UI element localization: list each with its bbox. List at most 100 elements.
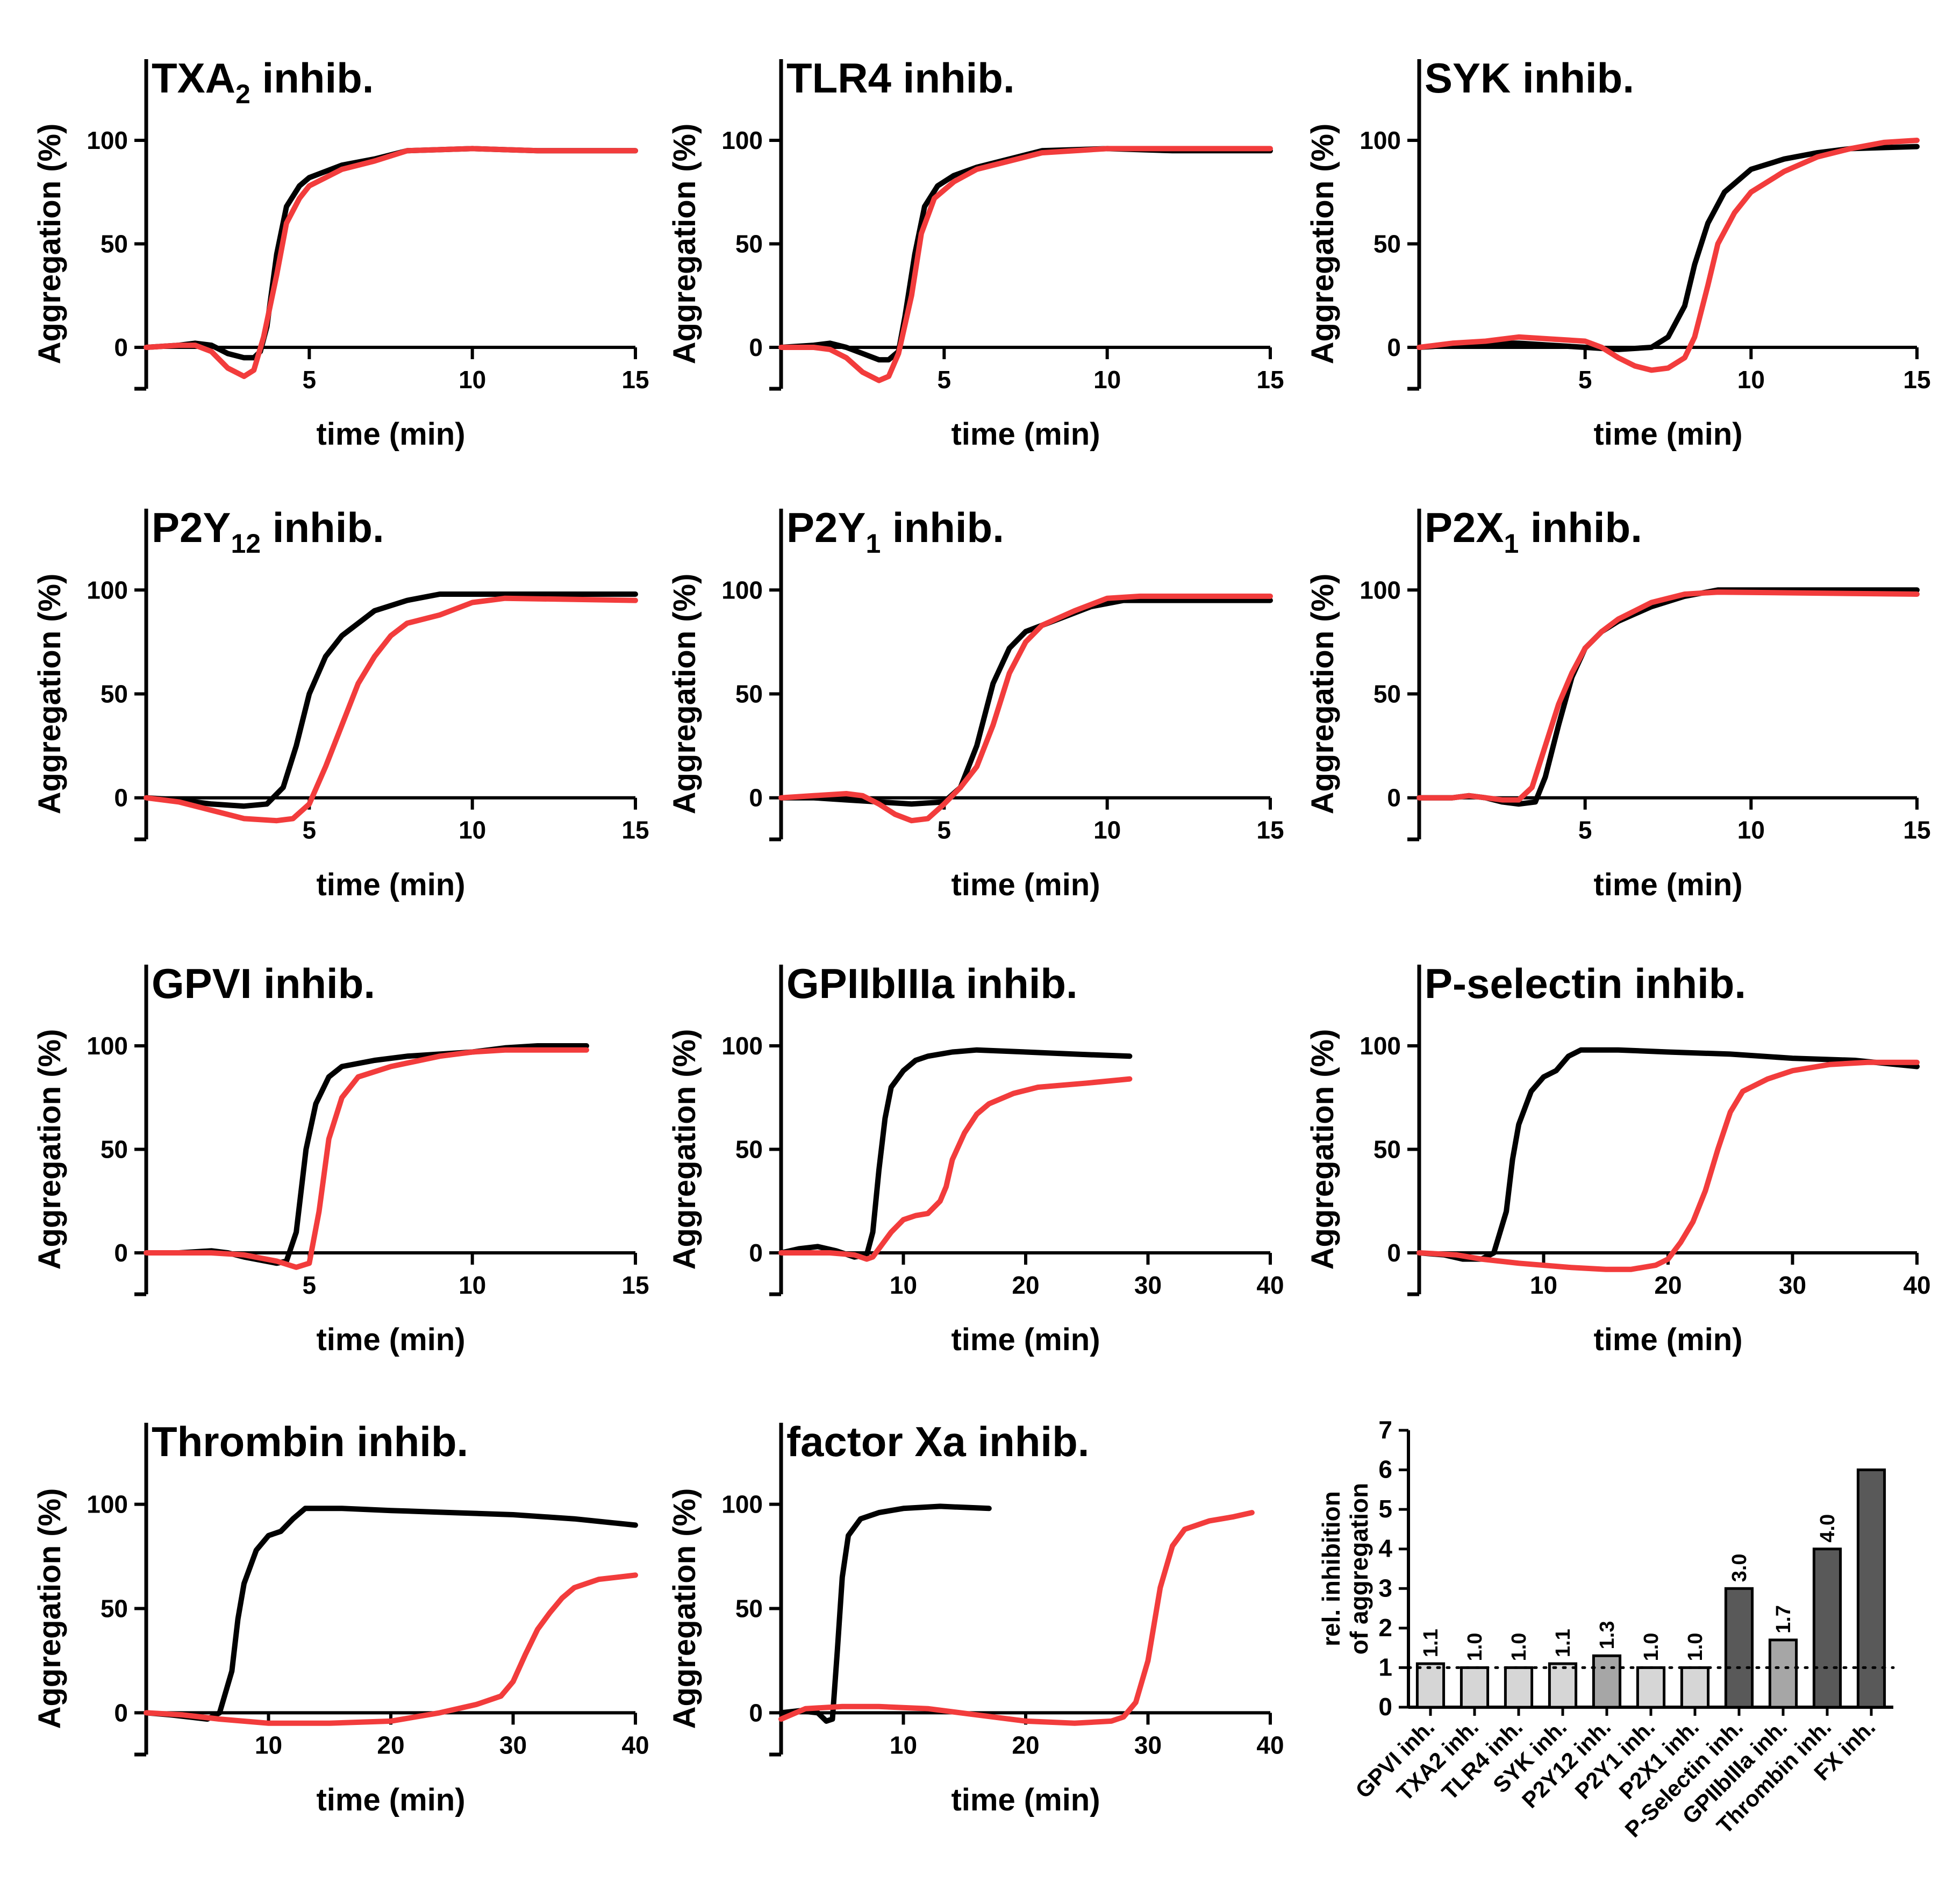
- x-tick-label: 10: [459, 816, 486, 844]
- panel-title-main: P2Y: [152, 504, 231, 551]
- line-chart-2: 0 50 100 5 10 15 TLR4 inhib. time (min) Aggregat…: [667, 54, 1284, 452]
- y-axis-title: Aggregation (%): [32, 1029, 67, 1270]
- line-chart-3: 0 50 100 5 10 15 SYK inhib. time (min) Aggregati…: [1305, 54, 1931, 452]
- x-axis-title: time (min): [951, 1782, 1100, 1817]
- bar-y-tick-label: 6: [1378, 1456, 1392, 1484]
- series-control: [778, 146, 1273, 363]
- y-tick-label: 0: [1387, 333, 1401, 361]
- y-tick-label: 0: [114, 1239, 128, 1267]
- y-tick-label: 0: [114, 1699, 128, 1727]
- y-axis-title: Aggregation (%): [667, 1488, 702, 1729]
- panel-title-main: TXA: [152, 54, 235, 102]
- bar: [1724, 1587, 1754, 1709]
- y-tick-label: 100: [721, 126, 763, 154]
- panel-title-subscript: 12: [231, 529, 261, 559]
- line-chart-11: 0 50 100 10 20 30 40 factor Xa inhib. time (min)…: [667, 1418, 1284, 1817]
- x-tick-label: 5: [1578, 366, 1592, 394]
- x-tick-label: 20: [1012, 1271, 1039, 1299]
- x-tick-label: 10: [459, 366, 486, 394]
- line-chart-8: 0 50 100 10 20 30 40 GPIIbIIIa inhib. time (min)…: [667, 960, 1284, 1357]
- y-tick-label: 100: [1360, 576, 1401, 604]
- panel-title: TXA2 inhib.: [152, 54, 374, 109]
- series-inhibitor: [778, 593, 1273, 824]
- series-inhibitor: [1416, 589, 1920, 803]
- x-tick-label: 15: [621, 366, 649, 394]
- series-control: [1416, 144, 1920, 352]
- bar-value-label: 4.0: [1816, 1514, 1839, 1543]
- panel-title: P-selectin inhib.: [1425, 960, 1746, 1007]
- bar-y-tick-label: 7: [1378, 1416, 1392, 1444]
- panel-title-subscript: 1: [865, 529, 881, 559]
- x-tick-label: 10: [890, 1271, 917, 1299]
- panel-title-main: SYK inhib.: [1425, 54, 1634, 102]
- series-control: [144, 591, 638, 809]
- x-tick-label: 40: [1256, 1731, 1284, 1759]
- bar-value-label: 1.0: [1508, 1633, 1530, 1661]
- y-tick-label: 100: [721, 1032, 763, 1060]
- line-chart-1: 0 50 100 5 10 15 TXA2 inhib. time (min) Aggregat…: [32, 54, 649, 452]
- x-axis-title: time (min): [1593, 417, 1742, 452]
- x-axis-title: time (min): [316, 1782, 465, 1817]
- y-tick-label: 0: [1387, 784, 1401, 812]
- x-axis-title: time (min): [1593, 867, 1742, 902]
- x-tick-label: 20: [1012, 1731, 1039, 1759]
- panel-title-main: GPIIbIIIa inhib.: [786, 960, 1078, 1007]
- series-control: [144, 1506, 638, 1722]
- x-tick-label: 10: [1530, 1271, 1557, 1299]
- y-tick-label: 0: [749, 333, 763, 361]
- bar: [1768, 1638, 1798, 1709]
- y-tick-label: 50: [1373, 1136, 1401, 1164]
- y-tick-label: 0: [749, 1699, 763, 1727]
- y-tick-label: 50: [1373, 680, 1401, 708]
- y-axis-title: Aggregation (%): [667, 124, 702, 365]
- x-tick-label: 30: [1134, 1271, 1162, 1299]
- x-tick-label: 5: [303, 816, 317, 844]
- x-tick-label: 30: [1779, 1271, 1806, 1299]
- y-tick-label: 100: [721, 576, 763, 604]
- panel-title: GPVI inhib.: [152, 960, 375, 1007]
- x-tick-label: 5: [938, 366, 951, 394]
- panel-title-suffix: inhib.: [881, 504, 1004, 551]
- y-tick-label: 100: [1360, 126, 1401, 154]
- bar-value-label: 1.7: [1772, 1605, 1795, 1634]
- panel-title-main: Thrombin inhib.: [152, 1418, 468, 1465]
- bar-chart: 0 1 2 3 4 5 6 7 rel. inhibition of aggregation 1.1…: [1317, 1416, 1895, 1842]
- y-tick-label: 100: [87, 1491, 128, 1518]
- y-tick-label: 50: [101, 680, 128, 708]
- bar-y-tick-label: 3: [1378, 1574, 1392, 1602]
- bar-y-tick-label: 4: [1378, 1535, 1392, 1563]
- bar-y-axis-title-line2: of aggregation: [1345, 1483, 1373, 1655]
- panel-title: P2Y1 inhib.: [786, 504, 1004, 559]
- x-tick-label: 30: [1134, 1731, 1162, 1759]
- bar-value-label: 1.3: [1596, 1621, 1619, 1650]
- y-axis-title: Aggregation (%): [667, 574, 702, 815]
- bar: [1636, 1666, 1666, 1709]
- bar-value-label: 3.0: [1728, 1553, 1751, 1582]
- x-tick-label: 10: [1737, 366, 1765, 394]
- x-tick-label: 5: [303, 1271, 317, 1299]
- bar: [1504, 1666, 1534, 1709]
- x-tick-label: 15: [1256, 816, 1284, 844]
- panel-title-subscript: 1: [1504, 529, 1519, 559]
- x-axis-title: time (min): [1593, 1322, 1742, 1357]
- y-tick-label: 50: [735, 230, 763, 258]
- panel-title-main: P-selectin inhib.: [1425, 960, 1746, 1007]
- x-tick-label: 15: [1256, 366, 1284, 394]
- bar-value-label: 1.1: [1420, 1629, 1442, 1657]
- bar: [1460, 1666, 1490, 1709]
- x-tick-label: 40: [621, 1731, 649, 1759]
- line-chart-7: 0 50 100 5 10 15 GPVI inhib. time (min) Aggregat…: [32, 960, 649, 1357]
- panel-title: P2X1 inhib.: [1425, 504, 1642, 559]
- x-tick-label: 20: [377, 1731, 404, 1759]
- bar: [1592, 1654, 1622, 1709]
- y-tick-label: 50: [101, 1136, 128, 1164]
- series-inhibitor: [144, 595, 638, 824]
- x-tick-label: 10: [890, 1731, 917, 1759]
- x-tick-label: 5: [303, 366, 317, 394]
- x-tick-label: 40: [1256, 1271, 1284, 1299]
- x-axis-title: time (min): [951, 867, 1100, 902]
- y-tick-label: 50: [1373, 230, 1401, 258]
- bar-value-label: 1.0: [1684, 1633, 1707, 1661]
- x-axis-title: time (min): [951, 1322, 1100, 1357]
- bar: [1680, 1666, 1710, 1709]
